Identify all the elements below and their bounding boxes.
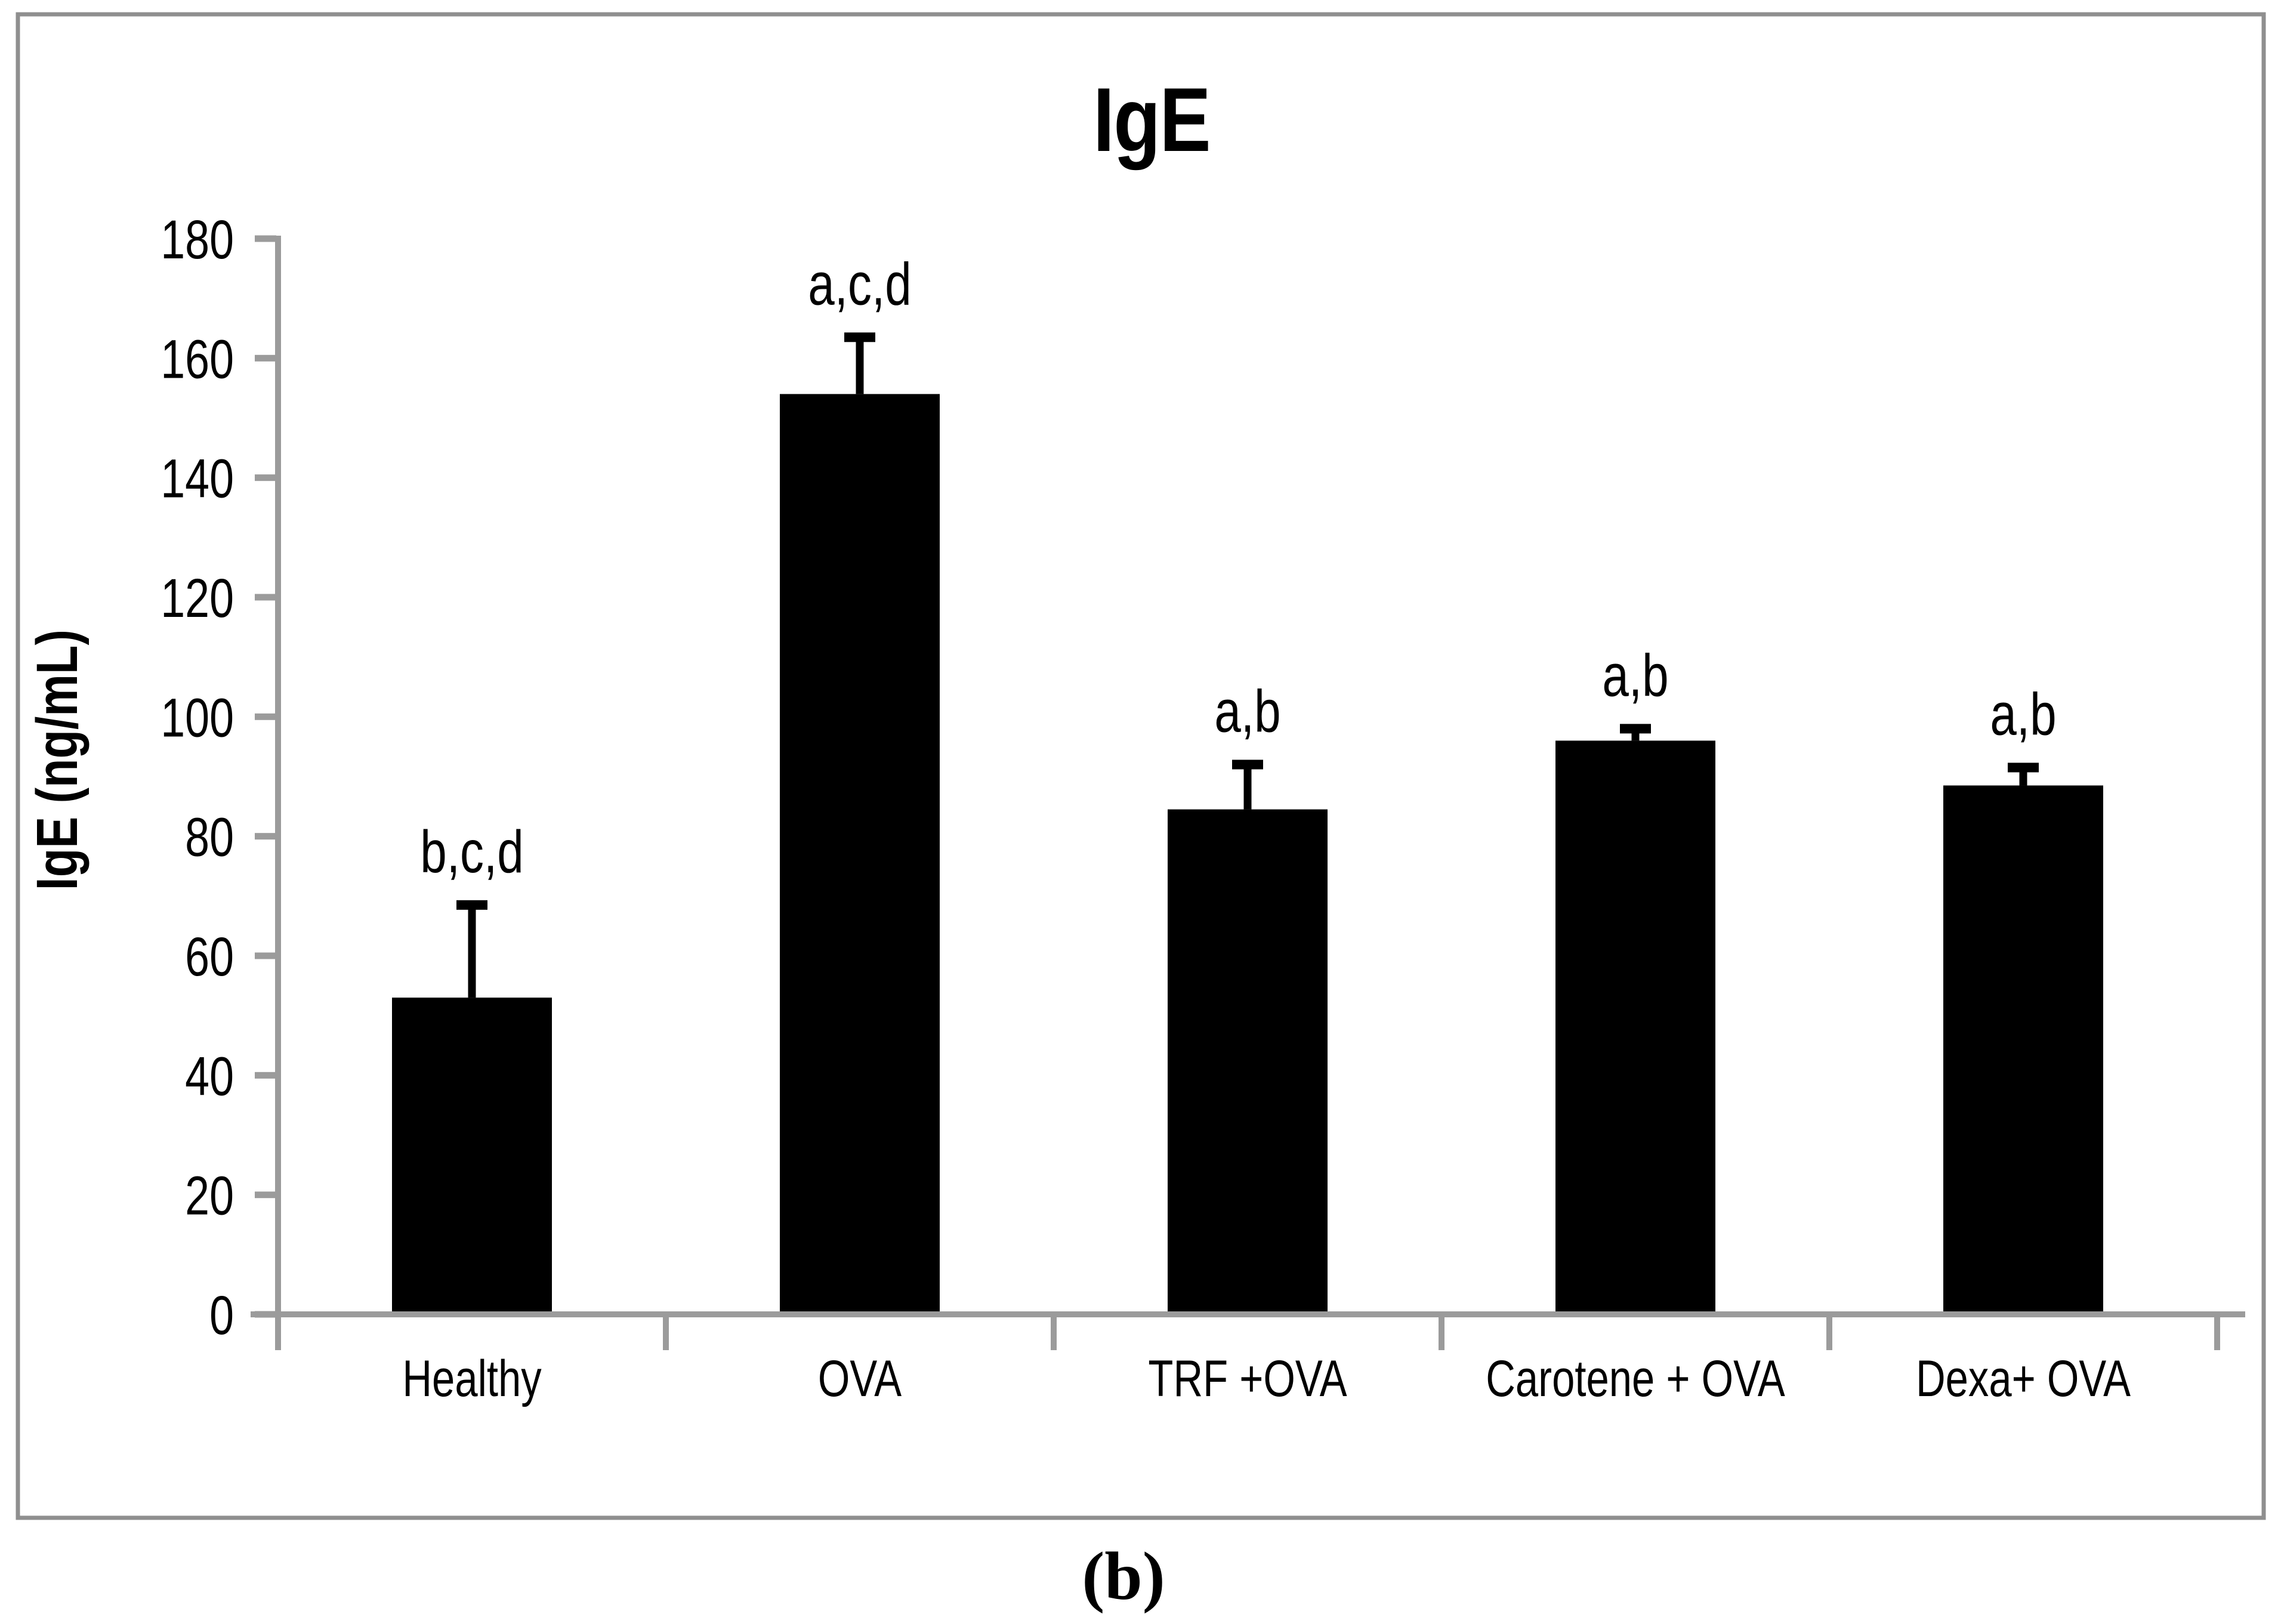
y-tick-1	[255, 1191, 276, 1199]
bar-annotation-4: a,b	[1990, 681, 2056, 748]
y-tick-label-3: 60	[185, 926, 234, 987]
y-tick-4	[255, 833, 276, 840]
y-tick-7	[255, 474, 276, 481]
bar-annotation-3: a,b	[1602, 643, 1668, 709]
bar-4	[1943, 785, 2103, 1314]
y-tick-9	[255, 235, 276, 242]
error-bar-cap-2	[1232, 759, 1263, 770]
y-tick-8	[255, 354, 276, 362]
x-category-label-4: Dexa+ OVA	[1916, 1350, 2131, 1407]
chart-frame	[16, 12, 2266, 1520]
x-category-label-2: TRF +OVA	[1148, 1350, 1347, 1407]
error-bar-cap-4	[2008, 762, 2039, 773]
x-category-label-0: Healthy	[402, 1350, 541, 1407]
error-bar-cap-0	[456, 900, 487, 910]
x-category-label-1: OVA	[818, 1350, 902, 1407]
bar-annotation-1: a,c,d	[808, 251, 911, 318]
y-tick-2	[255, 1072, 276, 1079]
bar-annotation-2: a,b	[1214, 678, 1280, 745]
y-tick-label-2: 40	[185, 1046, 234, 1107]
y-tick-0	[255, 1311, 276, 1318]
y-tick-label-9: 180	[160, 209, 234, 270]
bar-annotation-0: b,c,d	[420, 819, 523, 885]
error-bar-cap-3	[1620, 724, 1651, 734]
figure-caption: (b)	[1082, 1538, 1165, 1614]
bar-1	[780, 394, 940, 1314]
error-bar-cap-1	[844, 332, 875, 342]
y-tick-label-0: 0	[209, 1285, 234, 1346]
y-tick-label-6: 120	[160, 567, 234, 629]
y-tick-label-7: 140	[160, 448, 234, 510]
bar-3	[1555, 740, 1715, 1314]
y-tick-6	[255, 594, 276, 601]
bar-0	[392, 998, 552, 1314]
chart-title: IgE	[1093, 69, 1211, 171]
y-tick-3	[255, 952, 276, 959]
y-tick-label-1: 20	[185, 1165, 234, 1227]
y-tick-label-4: 80	[185, 807, 234, 868]
x-category-label-3: Carotene + OVA	[1486, 1350, 1785, 1407]
bar-2	[1168, 809, 1328, 1314]
y-tick-5	[255, 713, 276, 720]
y-tick-label-5: 100	[160, 687, 234, 749]
y-tick-label-8: 160	[160, 329, 234, 390]
